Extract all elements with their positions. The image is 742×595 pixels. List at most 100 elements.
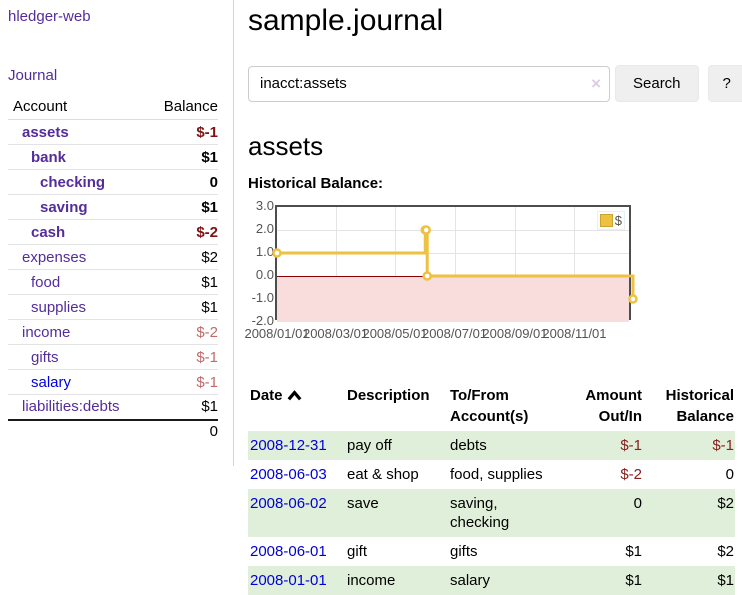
transaction-description: gift bbox=[347, 543, 368, 560]
transaction-date-link[interactable]: 2008-06-03 bbox=[250, 466, 327, 483]
account-balance: $-1 bbox=[145, 344, 218, 370]
transaction-balance: $-1 bbox=[650, 431, 735, 460]
legend-swatch-icon bbox=[599, 214, 613, 227]
x-tick-label: 2008/05/01 bbox=[362, 326, 428, 341]
x-tick-label: 2008/07/01 bbox=[421, 326, 488, 341]
transaction-balance: $1 bbox=[650, 566, 735, 595]
main-content: sample.journal × Search ? assets Histori… bbox=[234, 0, 742, 595]
register-row: 2008-06-02 save saving, checking 0 $2 bbox=[248, 489, 735, 537]
transaction-accounts: food, supplies bbox=[450, 466, 543, 483]
account-link[interactable]: saving bbox=[40, 198, 88, 216]
x-tick-label: 2008/11/01 bbox=[542, 326, 607, 341]
account-link[interactable]: cash bbox=[31, 223, 66, 241]
sidebar-account-row: salary $-1 bbox=[8, 369, 218, 395]
help-button[interactable]: ? bbox=[707, 65, 742, 102]
accounts-total-value: 0 bbox=[145, 418, 218, 443]
account-column-header: Account bbox=[8, 98, 146, 120]
transaction-description: pay off bbox=[345, 431, 448, 460]
transaction-accounts: salary bbox=[448, 566, 564, 595]
account-rows: assets $-1 bank $1 checking 0 saving $1 cash $-2 e… bbox=[8, 119, 218, 420]
gridline bbox=[574, 207, 576, 318]
negative-region bbox=[277, 276, 629, 322]
account-link[interactable]: expenses bbox=[22, 248, 87, 266]
account-link[interactable]: gifts bbox=[31, 348, 59, 366]
register-row: 2008-12-31 pay off debts $-1 $-1 bbox=[248, 431, 735, 460]
gridline bbox=[277, 230, 629, 231]
search-button[interactable]: Search bbox=[615, 65, 699, 102]
sidebar-account-row: expenses $2 bbox=[8, 244, 218, 270]
gridline bbox=[277, 253, 629, 254]
clear-search-icon[interactable]: × bbox=[591, 73, 601, 93]
historical-balance-chart: 3.0 2.0 1.0 0.0 -1.0 -2.0 $ 2008/01/01 2008/03… bbox=[244, 198, 742, 361]
account-link[interactable]: bank bbox=[31, 148, 67, 166]
account-link[interactable]: assets bbox=[22, 123, 69, 141]
account-link[interactable]: checking bbox=[40, 173, 106, 191]
y-tick-label: 1.0 bbox=[255, 244, 274, 259]
register-row: 2008-06-01 gift gifts $1 $2 bbox=[248, 537, 735, 566]
account-balance: $-1 bbox=[145, 119, 218, 145]
account-balance: $-1 bbox=[145, 369, 218, 395]
app-title-link[interactable]: hledger-web bbox=[8, 8, 91, 25]
sidebar-item-journal[interactable]: Journal bbox=[8, 67, 58, 84]
sidebar-account-row: bank $1 bbox=[8, 144, 218, 170]
date-column-header[interactable]: Date bbox=[248, 385, 345, 431]
account-balance: $1 bbox=[145, 269, 218, 295]
register-header-row: Date Description To/From Account(s) Amou… bbox=[248, 385, 735, 431]
accounts-column-header[interactable]: To/From Account(s) bbox=[450, 387, 529, 425]
data-point-marker bbox=[422, 271, 432, 281]
sidebar-account-row: cash $-2 bbox=[8, 219, 218, 245]
transaction-date-link[interactable]: 2008-06-01 bbox=[250, 543, 327, 560]
account-balance: $-2 bbox=[145, 219, 218, 245]
account-balance: $1 bbox=[145, 394, 218, 420]
y-tick-label: 0.0 bbox=[255, 267, 274, 282]
transaction-amount: $-2 bbox=[620, 466, 642, 483]
gridline bbox=[514, 207, 516, 318]
sidebar-account-row: food $1 bbox=[8, 269, 218, 295]
transaction-date-link[interactable]: 2008-12-31 bbox=[250, 437, 327, 454]
sidebar-account-row: liabilities:debts $1 bbox=[8, 394, 218, 420]
account-balance: $1 bbox=[145, 294, 218, 320]
series-line bbox=[272, 225, 638, 304]
balance-column-header[interactable]: Historical Balance bbox=[665, 387, 734, 425]
sidebar-account-row: assets $-1 bbox=[8, 119, 218, 145]
search-input[interactable] bbox=[248, 65, 610, 102]
data-point-marker bbox=[272, 248, 282, 258]
transaction-amount: $1 bbox=[564, 566, 650, 595]
account-link[interactable]: salary bbox=[31, 373, 72, 391]
accounts-table-header-row: Account Balance bbox=[8, 98, 218, 120]
search-box: × bbox=[248, 65, 610, 102]
x-tick-label: 2008/01/01 bbox=[244, 326, 310, 341]
sidebar-account-row: saving $1 bbox=[8, 194, 218, 220]
sidebar: hledger-web Journal Account Balance asse… bbox=[0, 0, 234, 466]
register-row: 2008-06-03 eat & shop food, supplies $-2 0 bbox=[248, 460, 735, 489]
account-link[interactable]: food bbox=[31, 273, 61, 291]
y-tick-label: 2.0 bbox=[255, 221, 274, 236]
transaction-date-link[interactable]: 2008-06-02 bbox=[250, 495, 327, 512]
x-tick-label: 2008/09/01 bbox=[482, 326, 548, 341]
register-table: Date Description To/From Account(s) Amou… bbox=[248, 385, 735, 595]
y-tick-label: 3.0 bbox=[255, 198, 274, 213]
account-balance: $-2 bbox=[145, 319, 218, 345]
register-rows: 2008-12-31 pay off debts $-1 $-1 2008-06-03 ea… bbox=[248, 431, 735, 595]
x-tick-label: 2008/03/01 bbox=[302, 326, 369, 341]
data-point-marker bbox=[628, 294, 638, 304]
gridline bbox=[335, 207, 337, 318]
transaction-date-link[interactable]: 2008-01-01 bbox=[250, 572, 327, 589]
transaction-amount: $1 bbox=[625, 543, 642, 560]
account-link[interactable]: liabilities:debts bbox=[22, 398, 120, 416]
description-column-header[interactable]: Description bbox=[347, 387, 430, 404]
account-link[interactable]: supplies bbox=[31, 298, 87, 316]
account-link[interactable]: income bbox=[22, 323, 71, 341]
transaction-description: eat & shop bbox=[347, 466, 419, 483]
amount-column-header[interactable]: Amount Out/In bbox=[585, 387, 642, 425]
search-form: × Search ? bbox=[248, 65, 742, 102]
y-tick-label: -2.0 bbox=[251, 313, 274, 328]
transaction-description: income bbox=[345, 566, 448, 595]
transaction-balance: $2 bbox=[650, 489, 735, 537]
transaction-amount: $-1 bbox=[564, 431, 650, 460]
gridline bbox=[454, 207, 456, 318]
y-tick-label: -1.0 bbox=[251, 290, 274, 305]
account-balance: $1 bbox=[145, 144, 218, 170]
page-title: sample.journal bbox=[248, 4, 444, 37]
transaction-accounts: debts bbox=[448, 431, 564, 460]
